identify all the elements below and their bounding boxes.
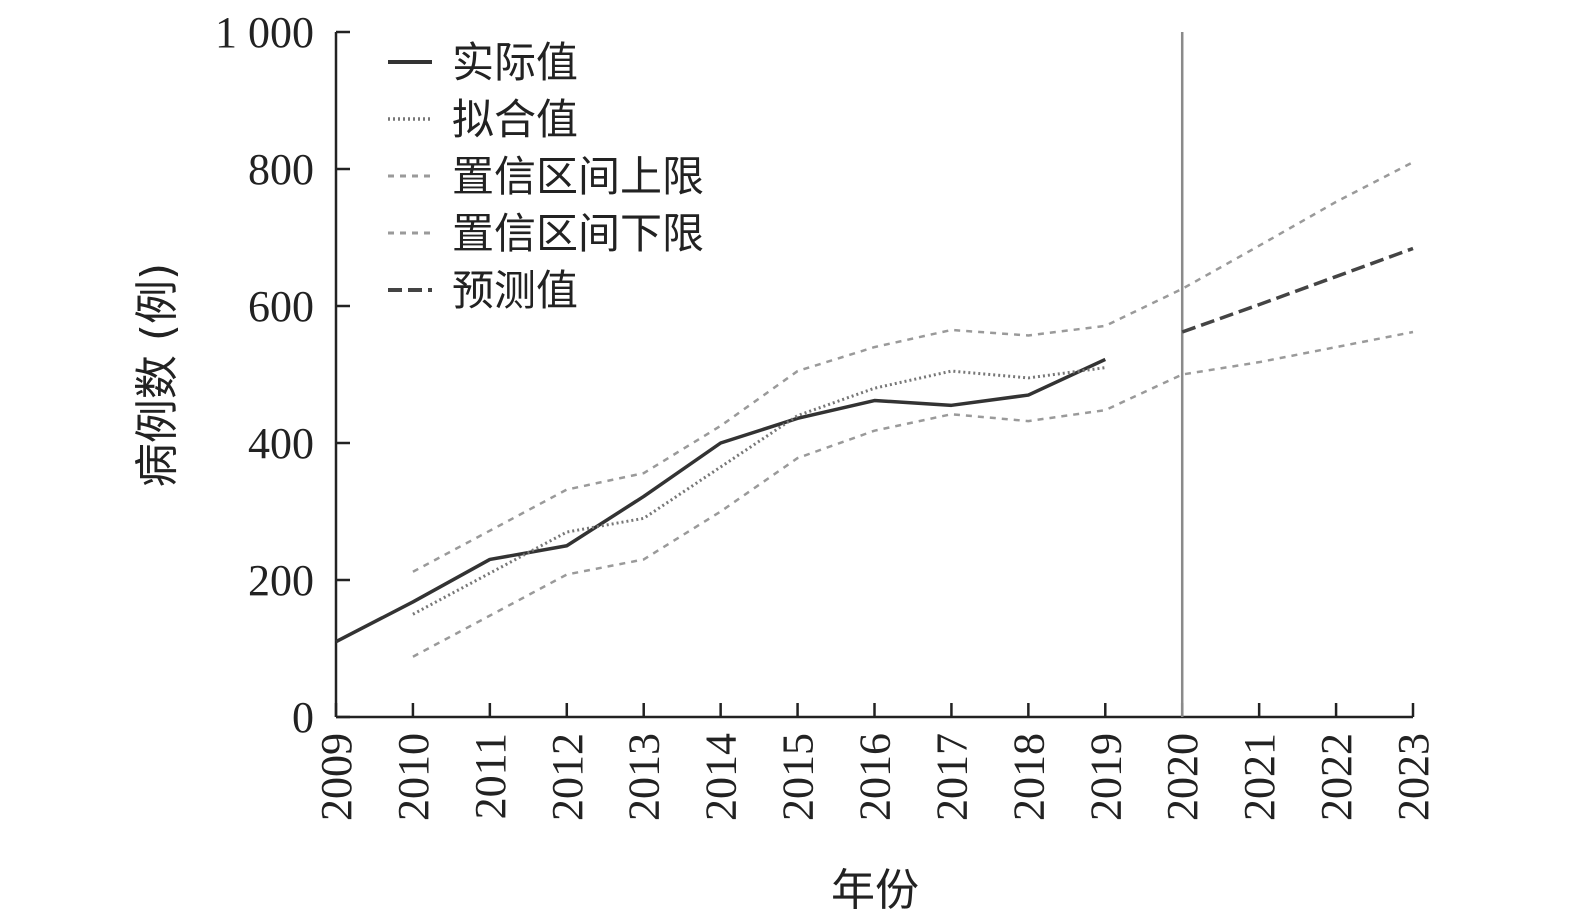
x-axis-title: 年份 (831, 865, 919, 916)
x-tick-label: 2017 (927, 733, 976, 821)
legend-label-2: 置信区间上限 (452, 152, 704, 201)
x-tick-label: 2023 (1389, 733, 1438, 821)
y-tick-label: 200 (248, 556, 314, 605)
legend-label-0: 实际值 (452, 38, 578, 87)
series-line-1 (412, 366, 1106, 616)
legend-label-1: 拟合值 (452, 95, 578, 144)
series-line-2 (412, 161, 1414, 573)
x-tick-label: 2022 (1312, 733, 1361, 821)
y-tick-label: 600 (248, 282, 314, 331)
axes: 0 200 400 600 800 1 000 2009 2010 2011 2012 2013 20… (215, 8, 1438, 821)
x-tick-label: 2013 (620, 733, 669, 821)
x-tick-label: 2016 (851, 733, 900, 821)
legend-label-4: 预测值 (452, 266, 578, 315)
y-axis-title: 病例数 (例) (132, 263, 183, 487)
y-tick-label: 0 (292, 693, 314, 742)
x-tick-label: 2015 (774, 733, 823, 821)
series-line-3 (412, 330, 1414, 658)
x-tick-label: 2009 (312, 733, 361, 821)
x-tick-label: 2019 (1081, 733, 1130, 821)
x-tick-label: 2012 (543, 733, 592, 821)
x-tick-label: 2020 (1158, 733, 1207, 821)
series-line-4 (1181, 246, 1414, 334)
y-tick-label: 800 (248, 145, 314, 194)
legend-label-3: 置信区间下限 (452, 209, 704, 258)
x-tick-label: 2014 (697, 733, 746, 821)
x-tick-label: 2011 (466, 733, 515, 819)
x-tick-label: 2018 (1004, 733, 1053, 821)
y-tick-label: 1 000 (215, 8, 314, 57)
x-tick-label: 2010 (389, 733, 438, 821)
y-tick-label: 400 (248, 419, 314, 468)
series-line-0 (335, 357, 1107, 644)
series-layer (335, 161, 1414, 658)
x-tick-label: 2021 (1235, 733, 1284, 821)
